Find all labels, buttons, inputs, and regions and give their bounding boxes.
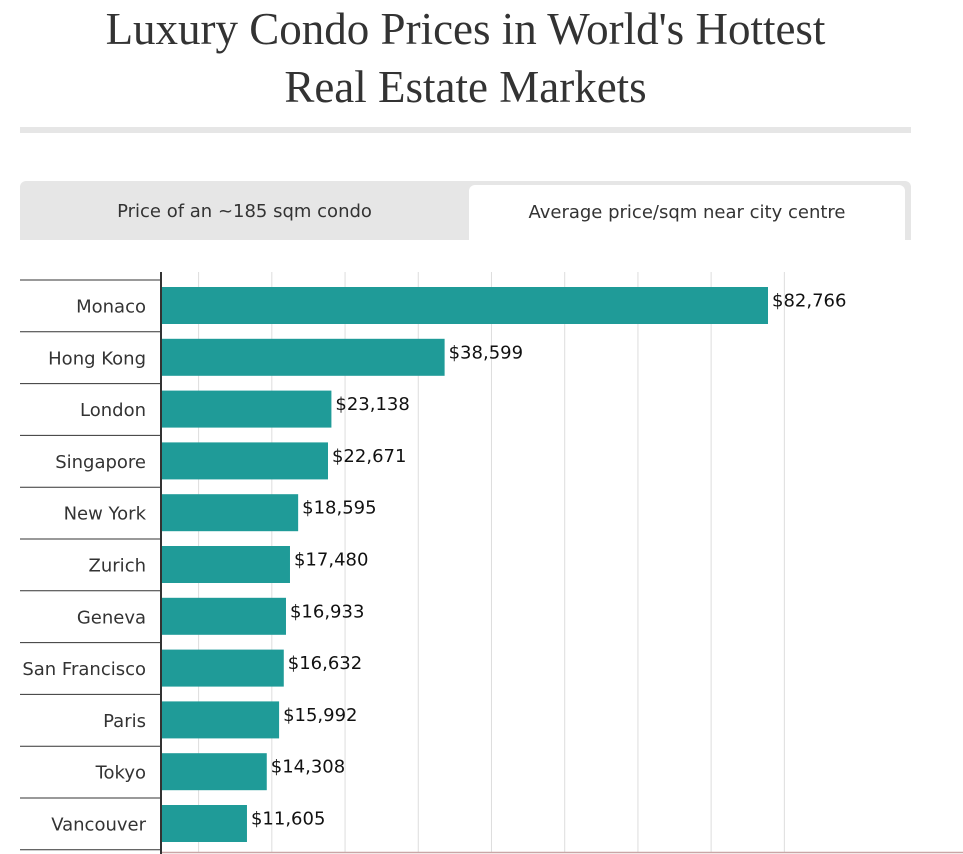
value-label: $17,480	[294, 550, 368, 571]
value-label: $16,632	[288, 653, 362, 674]
bar-singapore	[162, 442, 328, 480]
value-label: $18,595	[302, 498, 376, 519]
bar-new-york	[162, 494, 299, 532]
chart-title-line-1: Luxury Condo Prices in World's Hottest	[105, 4, 826, 54]
bar-geneva	[162, 597, 286, 635]
tab-condo-price[interactable]: Price of an ~185 sqm condo	[117, 201, 372, 222]
category-label: New York	[64, 504, 147, 525]
value-label: $15,992	[283, 705, 357, 726]
chart-title: Luxury Condo Prices in World's Hottest R…	[20, 0, 911, 116]
value-label: $23,138	[335, 394, 409, 415]
category-label: Singapore	[55, 452, 146, 473]
category-label: Monaco	[76, 297, 146, 318]
bar-san-francisco	[162, 649, 284, 687]
bar-monaco	[162, 287, 768, 324]
bar-london	[162, 390, 332, 428]
bar-tokyo	[162, 753, 267, 791]
category-label: Paris	[103, 711, 146, 732]
value-label: $38,599	[449, 342, 523, 363]
tab-price-per-sqm[interactable]: Average price/sqm near city centre	[469, 185, 905, 240]
value-label: $16,933	[290, 601, 364, 622]
value-label: $22,671	[332, 446, 406, 467]
bar-hong-kong	[162, 338, 445, 376]
category-label: Hong Kong	[48, 348, 146, 369]
tab-bar: Price of an ~185 sqm condo Average price…	[20, 181, 911, 240]
category-label: Zurich	[89, 556, 146, 577]
category-label: Geneva	[77, 607, 146, 628]
category-label: Tokyo	[95, 763, 146, 784]
category-label: London	[80, 400, 146, 421]
value-label: $11,605	[251, 809, 325, 830]
category-label: Vancouver	[51, 815, 146, 836]
title-divider	[20, 127, 911, 133]
value-label: $82,766	[772, 291, 846, 312]
bar-paris	[162, 701, 280, 739]
value-label: $14,308	[271, 757, 345, 778]
category-label: San Francisco	[22, 659, 146, 680]
bar-vancouver	[162, 805, 247, 842]
bar-zurich	[162, 546, 290, 583]
chart-title-line-2: Real Estate Markets	[284, 62, 647, 112]
